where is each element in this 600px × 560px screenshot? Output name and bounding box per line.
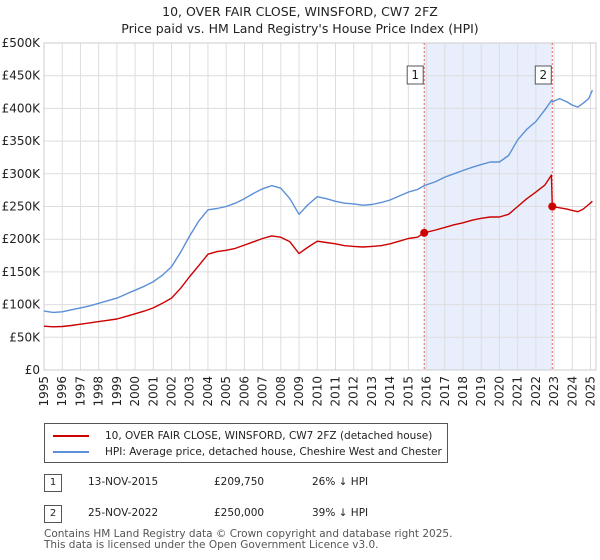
- x-tick-label: 1997: [73, 376, 87, 407]
- x-tick-label: 2020: [492, 376, 506, 407]
- transaction-number-badge: 1: [44, 474, 62, 492]
- x-tick-label: 1996: [55, 376, 69, 407]
- x-tick-label: 2006: [237, 376, 251, 407]
- transaction-price: £250,000: [214, 507, 265, 519]
- transaction-hpi-diff: 26% ↓ HPI: [312, 476, 369, 488]
- x-tick-label: 2018: [456, 376, 470, 407]
- y-tick-label: £400K: [2, 101, 42, 115]
- price-chart: 10, OVER FAIR CLOSE, WINSFORD, CW7 2FZ P…: [2, 4, 598, 407]
- property-price-line: [43, 174, 593, 328]
- x-tick-label: 2024: [565, 376, 579, 407]
- footer-line-2: This data is licensed under the Open Gov…: [44, 539, 379, 551]
- hpi-line: [43, 89, 594, 314]
- footer-line-1: Contains HM Land Registry data © Crown c…: [44, 528, 453, 540]
- x-tick-label: 2007: [256, 376, 270, 407]
- transaction-number-badge: 2: [44, 505, 62, 523]
- legend-property-swatch: [53, 435, 89, 437]
- chart-title-line2: Price paid vs. HM Land Registry's House …: [121, 21, 478, 36]
- plot-frame: [43, 42, 597, 371]
- x-tick-label: 1999: [110, 376, 124, 407]
- y-tick-label: £0: [25, 363, 40, 377]
- y-tick-label: £450K: [2, 69, 42, 83]
- x-tick-label: 2019: [474, 376, 488, 407]
- chart-title-line1: 10, OVER FAIR CLOSE, WINSFORD, CW7 2FZ: [162, 4, 438, 19]
- x-tick-label: 2015: [401, 376, 415, 407]
- transaction-row: 2 25-NOV-2022 £250,000 39% ↓ HPI: [44, 505, 464, 525]
- legend-hpi-label: HPI: Average price, detached house, Ches…: [105, 446, 442, 458]
- y-tick-label: £250K: [2, 200, 42, 214]
- x-tick-label: 2000: [128, 376, 142, 407]
- x-tick-label: 2021: [511, 376, 525, 407]
- x-tick-label: 2013: [365, 376, 379, 407]
- legend-item-hpi: HPI: Average price, detached house, Ches…: [53, 444, 442, 460]
- y-tick-label: £300K: [2, 167, 42, 181]
- sale-annotation-label: 2: [539, 68, 547, 82]
- transaction-date: 13-NOV-2015: [88, 476, 159, 488]
- x-tick-label: 2011: [328, 376, 342, 407]
- sale-annotation-box: [534, 65, 552, 85]
- transaction-date: 25-NOV-2022: [88, 507, 159, 519]
- y-tick-label: £350K: [2, 134, 42, 148]
- legend-item-property: 10, OVER FAIR CLOSE, WINSFORD, CW7 2FZ (…: [53, 428, 432, 444]
- x-tick-label: 2001: [146, 376, 160, 407]
- x-tick-label: 2012: [347, 376, 361, 407]
- y-tick-label: £500K: [2, 36, 42, 50]
- transaction-row: 1 13-NOV-2015 £209,750 26% ↓ HPI: [44, 474, 464, 494]
- x-tick-label: 2010: [310, 376, 324, 407]
- x-tick-label: 2008: [274, 376, 288, 407]
- legend-property-label: 10, OVER FAIR CLOSE, WINSFORD, CW7 2FZ (…: [105, 430, 433, 442]
- legend-hpi-swatch: [53, 451, 89, 453]
- x-tick-label: 2002: [165, 376, 179, 407]
- chart-legend: 10, OVER FAIR CLOSE, WINSFORD, CW7 2FZ (…: [44, 423, 448, 463]
- x-tick-label: 1998: [92, 376, 106, 407]
- y-tick-label: £200K: [2, 232, 42, 246]
- x-tick-label: 2004: [201, 376, 215, 407]
- x-tick-label: 1995: [37, 376, 51, 407]
- x-tick-label: 2014: [383, 376, 397, 407]
- y-tick-label: £50K: [9, 330, 41, 344]
- footer-attribution: Contains HM Land Registry data © Crown c…: [44, 529, 452, 551]
- x-tick-label: 2022: [529, 376, 543, 407]
- sale-point: [420, 228, 429, 237]
- x-tick-label: 2005: [219, 376, 233, 407]
- x-tick-label: 2025: [584, 376, 598, 407]
- sale-point: [548, 202, 557, 211]
- transaction-hpi-diff: 39% ↓ HPI: [312, 507, 369, 519]
- transaction-price: £209,750: [214, 476, 265, 488]
- y-tick-label: £150K: [2, 265, 42, 279]
- sale-annotation-label: 1: [411, 68, 419, 82]
- y-tick-label: £100K: [2, 298, 42, 312]
- x-tick-label: 2017: [438, 376, 452, 407]
- x-tick-label: 2003: [183, 376, 197, 407]
- x-tick-label: 2009: [292, 376, 306, 407]
- x-tick-label: 2023: [547, 376, 561, 407]
- sale-annotation-box: [406, 65, 424, 85]
- x-tick-label: 2016: [420, 376, 434, 407]
